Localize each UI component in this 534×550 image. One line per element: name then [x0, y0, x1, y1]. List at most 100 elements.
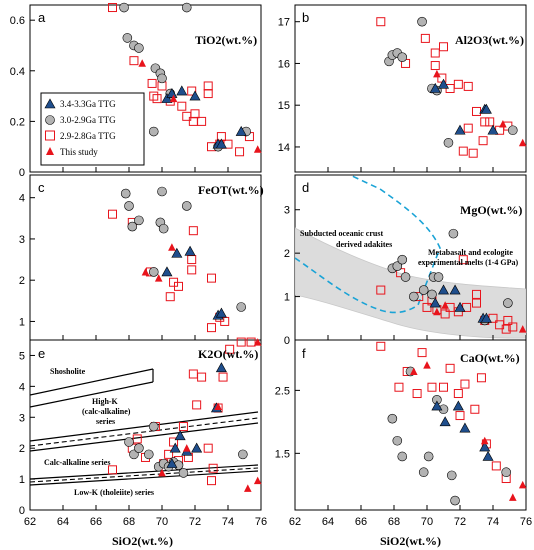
point-c-3-0-2-9ga-ttg	[120, 188, 131, 199]
annotation-melts-2: experimental melts (1-4 GPa)	[418, 258, 519, 267]
point-b-3-0-2-9ga-ttg	[507, 125, 518, 136]
point-c-3-0-2-9ga-ttg	[181, 201, 192, 211]
point-a-3-4-3-3ga-ttg	[189, 90, 201, 101]
panel-a-frame	[29, 4, 262, 173]
legend-marker-3.0-2.9ga	[45, 115, 55, 125]
panel-c-ytick-label: 1	[19, 316, 25, 328]
point-f-3-0-2-9ga-ttg	[423, 451, 434, 462]
panel-e-series-lines	[30, 368, 259, 486]
point-f-this-study	[410, 367, 418, 375]
point-f-2-9-2-8ga-ttg	[417, 348, 427, 358]
panel-f-letter: f	[302, 346, 306, 361]
panel-f-xtick-label: 70	[421, 516, 433, 528]
point-d-3-0-2-9ga-ttg	[418, 285, 429, 295]
annotation-adakite-2: derived adakites	[336, 240, 392, 249]
panel-a-title: TiO2(wt.%)	[195, 33, 257, 47]
panel-f-xtick-label: 74	[487, 516, 499, 528]
point-d-3-4-3-3ga-ttg	[437, 284, 450, 295]
point-f-3-4-3-3ga-ttg	[479, 441, 491, 452]
point-b-2-9-2-8ga-ttg	[463, 81, 473, 91]
point-c-this-study	[141, 267, 150, 276]
point-b-2-9-2-8ga-ttg	[472, 106, 481, 116]
point-a-2-9-2-8ga-ttg	[187, 86, 197, 96]
legend-label-0: 3.4-3.3Ga TTG	[60, 99, 116, 109]
point-f-3-4-3-3ga-ttg	[452, 400, 464, 411]
point-b-3-0-2-9ga-ttg	[417, 16, 427, 27]
point-c-3-4-3-3ga-ttg	[184, 245, 196, 256]
point-d-3-4-3-3ga-ttg	[429, 297, 441, 308]
legend-marker-this-study	[46, 147, 54, 155]
point-b-2-9-2-8ga-ttg	[468, 148, 478, 158]
panel-f-xtick-label: 76	[520, 516, 532, 528]
point-e-3-4-3-3ga-ttg	[191, 442, 203, 453]
panel-d-ytick-label: 1	[284, 292, 290, 304]
experimental-melts-field	[295, 227, 526, 339]
point-f-this-study	[480, 436, 489, 445]
shoshonite-line-lower	[30, 381, 154, 408]
panel-e-ytick-label: 3	[19, 412, 25, 424]
panel-f-xtick-label: 66	[355, 516, 367, 528]
point-b-2-9-2-8ga-ttg	[420, 33, 430, 43]
point-f-3-0-2-9ga-ttg	[392, 435, 403, 446]
point-e-3-0-2-9ga-ttg	[144, 449, 154, 460]
point-e-3-4-3-3ga-ttg	[166, 458, 178, 468]
point-a-2-9-2-8ga-ttg	[152, 94, 162, 104]
point-b-2-9-2-8ga-ttg	[480, 117, 490, 127]
panel-d-ytick-label: 0	[284, 335, 290, 347]
panel-e-xtick-label: 76	[255, 516, 267, 528]
point-f-2-9-2-8ga-ttg	[453, 389, 463, 399]
point-f-3-0-2-9ga-ttg	[450, 495, 460, 506]
panel-e-ytick-label: 4	[19, 381, 25, 393]
point-c-2-9-2-8ga-ttg	[188, 226, 198, 236]
plots-layer: 0 0.2 0.4 0.6 14 15 16 17 1 2 3 4 0 1 2 3 0 1 2 3 4 5 62 64 66 68…	[10, 2, 532, 528]
panel-e-ytick-label: 5	[19, 350, 25, 362]
panel-labels: a TiO2(wt.%) b Al2O3(wt.%) c FeOT(wt.%) …	[38, 10, 524, 365]
adakite-boundary-line	[295, 175, 441, 314]
point-d-2-9-2-8ga-ttg	[376, 285, 386, 295]
point-c-this-study	[168, 243, 176, 251]
point-f-2-9-2-8ga-ttg	[439, 382, 448, 392]
high-k-line-lower	[30, 422, 259, 452]
point-b-3-4-3-3ga-ttg	[480, 103, 492, 114]
point-e-2-9-2-8ga-ttg	[218, 372, 228, 382]
point-b-3-4-3-3ga-ttg	[454, 124, 466, 135]
panel-f-xtick-label: 72	[454, 516, 466, 528]
point-a-2-9-2-8ga-ttg	[129, 56, 139, 66]
point-e-this-study	[244, 484, 252, 492]
point-d-2-9-2-8ga-ttg	[440, 309, 450, 319]
panel-c-ytick-label: 3	[19, 234, 25, 246]
point-c-3-4-3-3ga-ttg	[171, 247, 183, 258]
point-e-3-0-2-9ga-ttg	[178, 468, 189, 478]
point-f-2-9-2-8ga-ttg	[491, 461, 501, 471]
point-d-3-0-2-9ga-ttg	[503, 298, 513, 308]
panel-f-xtick-label: 64	[322, 516, 334, 528]
point-e-2-9-2-8ga-ttg	[108, 465, 117, 475]
point-e-2-9-2-8ga-ttg	[225, 344, 235, 354]
panel-c-ytick-label: 2	[19, 275, 25, 287]
calc-alkaline-line-dashed	[30, 467, 259, 483]
panel-b-ytick-label: 17	[278, 17, 290, 29]
point-f-3-4-3-3ga-ttg	[482, 450, 494, 461]
point-f-3-0-2-9ga-ttg	[387, 413, 398, 424]
point-b-2-9-2-8ga-ttg	[430, 48, 440, 58]
point-a-3-0-2-9ga-ttg	[148, 126, 159, 137]
panel-b-letter: b	[302, 10, 309, 25]
point-d-2-9-2-8ga-ttg	[508, 322, 518, 332]
point-a-3-4-3-3ga-ttg	[161, 93, 173, 103]
point-e-this-study	[158, 468, 166, 477]
point-b-2-9-2-8ga-ttg	[463, 123, 473, 133]
point-e-2-9-2-8ga-ttg	[164, 449, 174, 459]
point-d-3-0-2-9ga-ttg	[397, 254, 408, 265]
point-c-3-0-2-9ga-ttg	[134, 215, 144, 226]
point-f-this-study	[518, 480, 527, 489]
panel-f-frame	[294, 339, 527, 511]
panel-e-xtick-label: 70	[156, 516, 168, 528]
legend-label-2: 2.9-2.8Ga TTG	[60, 131, 116, 141]
legend-marker-3.4-3.3ga	[44, 98, 56, 109]
point-e-3-0-2-9ga-ttg	[134, 443, 144, 453]
point-e-2-9-2-8ga-ttg	[188, 369, 198, 379]
panel-c-frame	[29, 174, 262, 341]
high-k-line-upper	[30, 411, 259, 442]
point-a-3-4-3-3ga-ttg	[166, 87, 178, 98]
